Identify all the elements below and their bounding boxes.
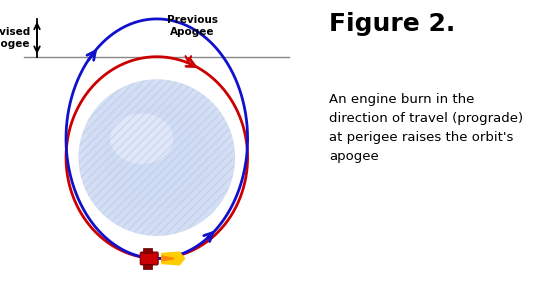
- Ellipse shape: [84, 85, 230, 231]
- FancyBboxPatch shape: [141, 252, 158, 265]
- Ellipse shape: [100, 100, 214, 215]
- Ellipse shape: [86, 87, 227, 228]
- Text: Previous
Apogee: Previous Apogee: [167, 15, 218, 37]
- Ellipse shape: [78, 79, 235, 236]
- Ellipse shape: [108, 108, 206, 207]
- Polygon shape: [162, 252, 185, 265]
- Ellipse shape: [102, 103, 212, 212]
- Ellipse shape: [110, 113, 173, 164]
- Ellipse shape: [113, 113, 201, 202]
- Polygon shape: [162, 256, 175, 261]
- Bar: [143, 249, 152, 253]
- Ellipse shape: [81, 82, 232, 233]
- Text: Revised
Apogee: Revised Apogee: [0, 27, 31, 49]
- Ellipse shape: [92, 93, 222, 223]
- Ellipse shape: [94, 95, 220, 220]
- Ellipse shape: [115, 116, 198, 199]
- Ellipse shape: [89, 90, 225, 225]
- Text: An engine burn in the
direction of travel (prograde)
at perigee raises the orbit: An engine burn in the direction of trave…: [329, 93, 523, 163]
- Text: Figure 2.: Figure 2.: [329, 12, 455, 36]
- Ellipse shape: [78, 79, 235, 236]
- Ellipse shape: [105, 106, 209, 210]
- Bar: [143, 264, 152, 269]
- Ellipse shape: [97, 98, 217, 218]
- Ellipse shape: [110, 111, 204, 204]
